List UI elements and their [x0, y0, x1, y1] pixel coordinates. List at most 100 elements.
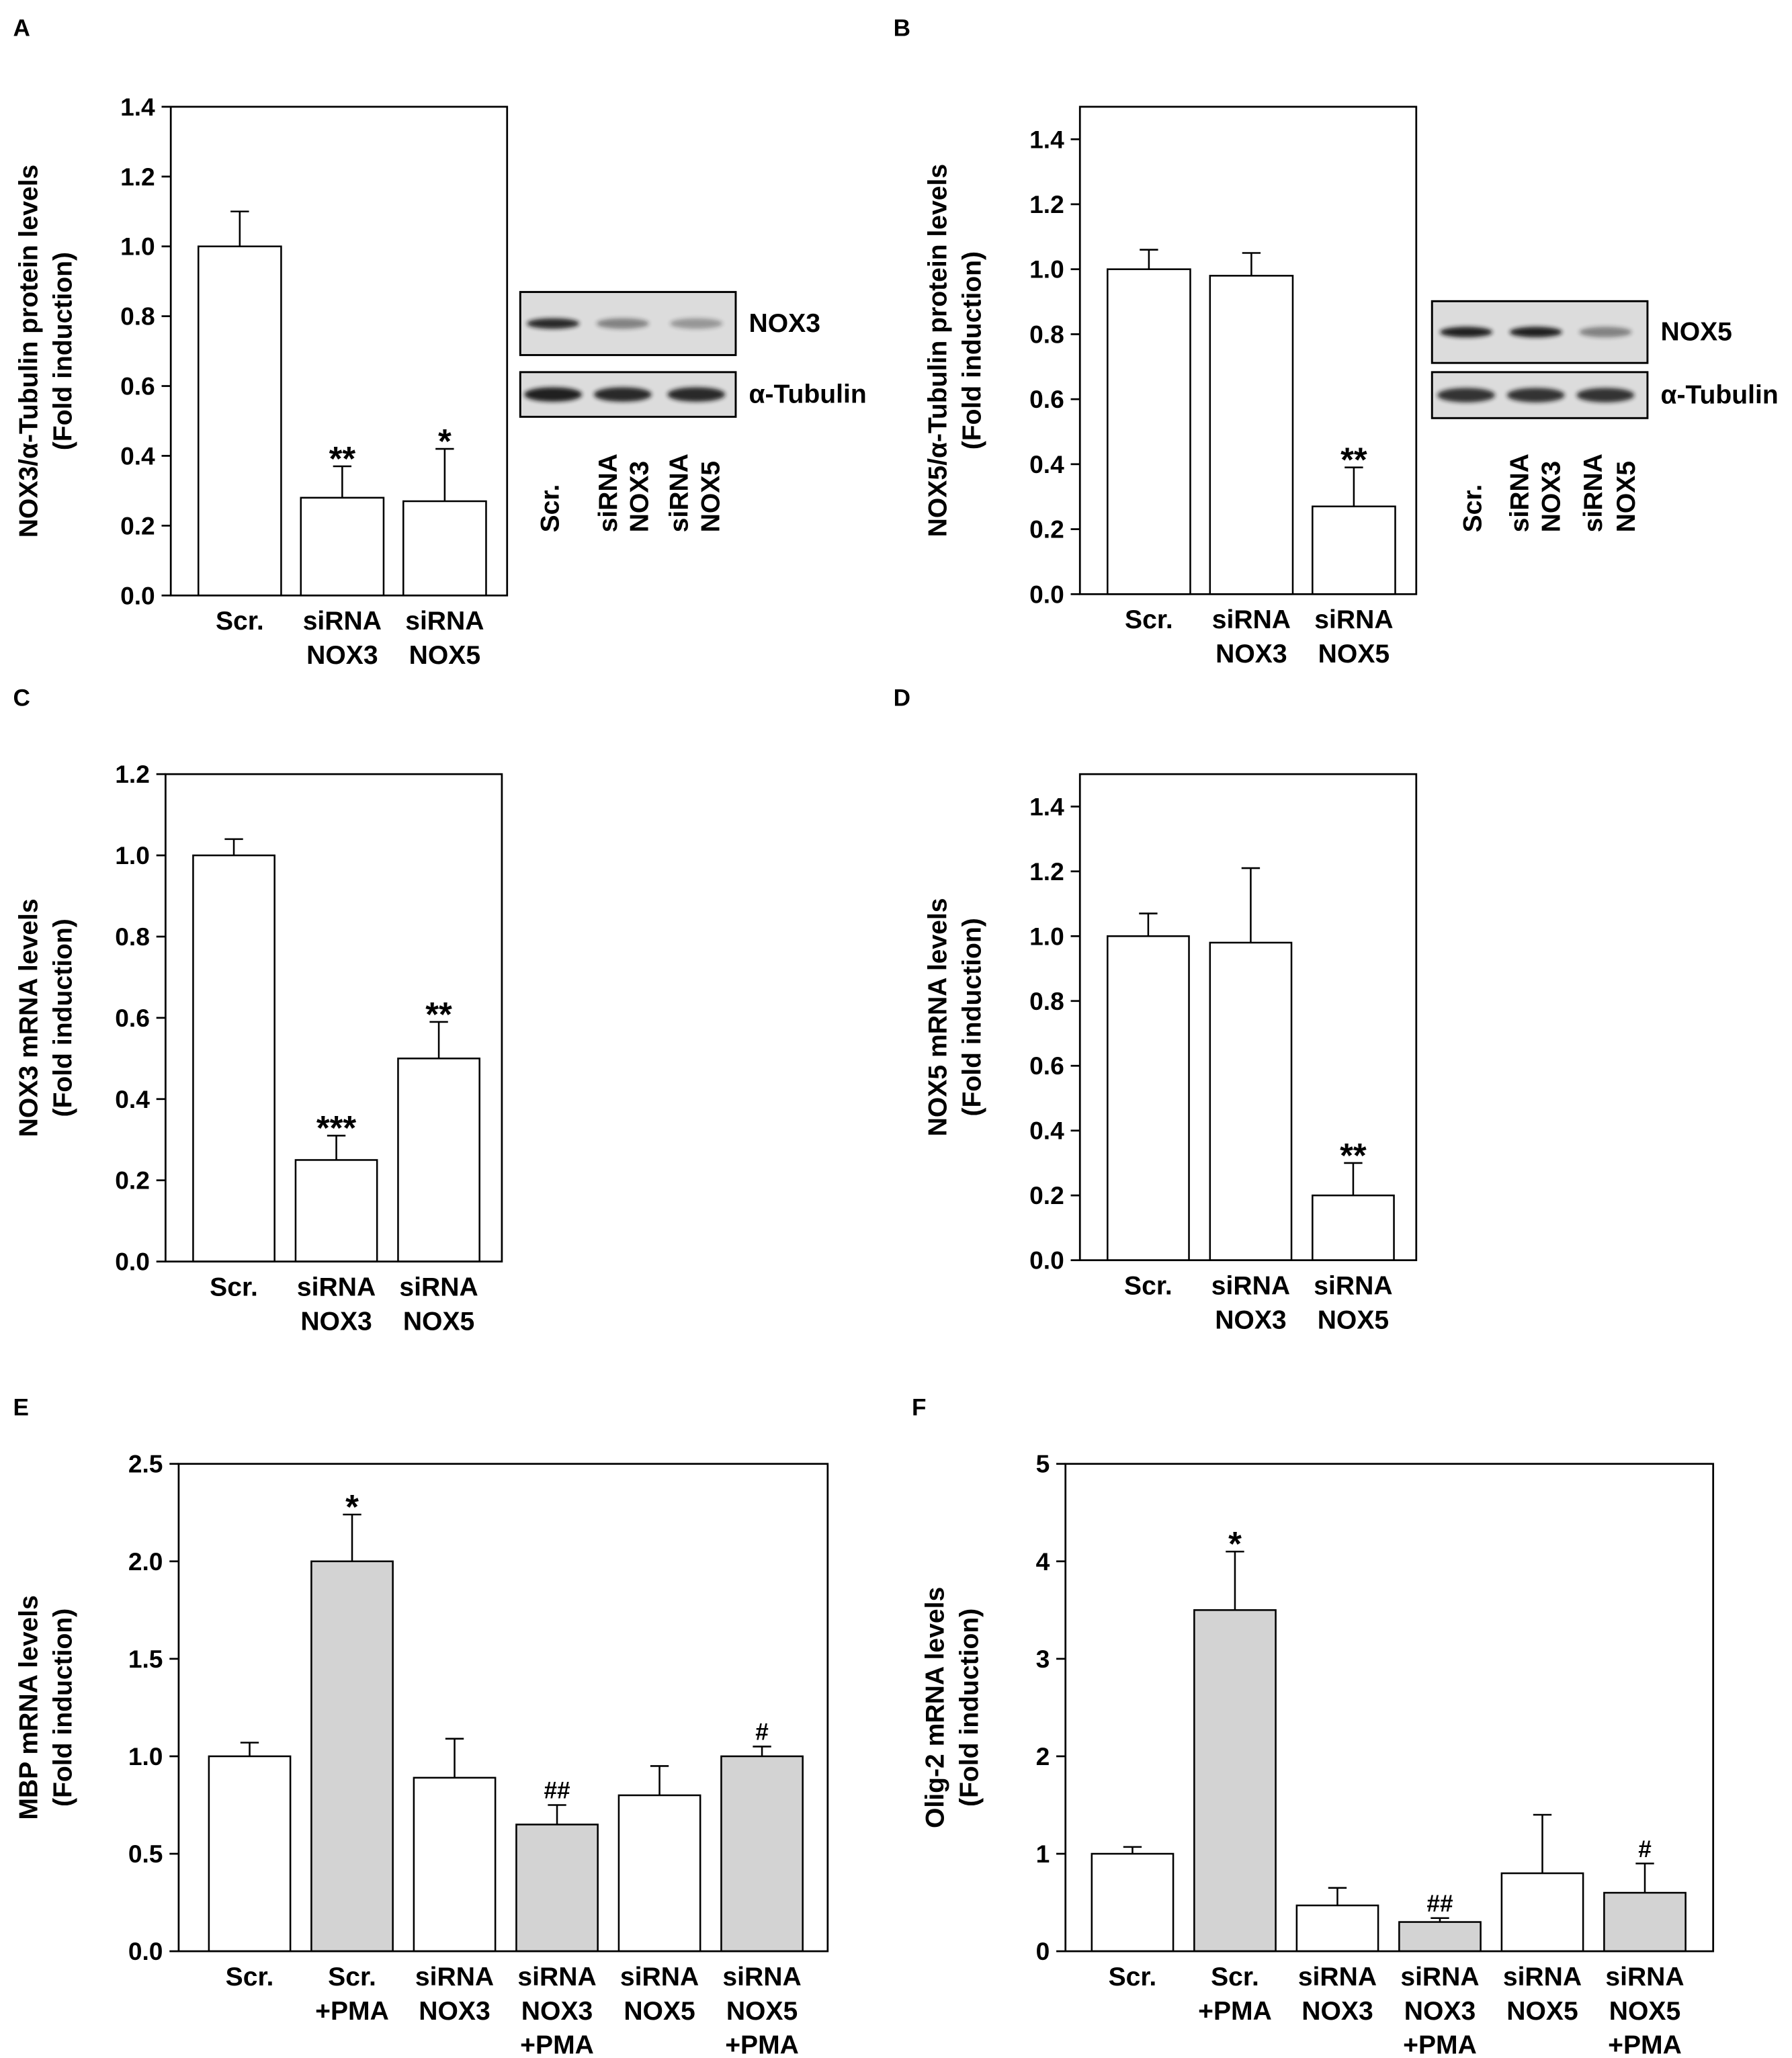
band-label: α-Tubulin	[1660, 381, 1778, 410]
x-category-label: siRNA	[1400, 1963, 1479, 1991]
x-category-label: siRNA	[1212, 605, 1291, 634]
y-tick-label: 1.5	[128, 1645, 163, 1673]
protein-band	[596, 318, 649, 329]
lane-label: Scr.	[1458, 484, 1487, 533]
significance-mark: **	[1340, 1136, 1367, 1174]
chart-panel-c: C NOX3 mRNA levels (Fold induction) 0.0 0.2 0…	[13, 685, 503, 1336]
x-category-label: NOX5	[403, 1307, 474, 1336]
y-tick-label: 0	[1036, 1937, 1050, 1965]
blot-strip	[1431, 300, 1649, 364]
blot-strip	[519, 291, 737, 356]
panel-label-a: A	[13, 15, 30, 41]
x-category-label: siRNA	[1503, 1963, 1582, 1991]
bar	[1398, 1921, 1482, 1953]
y-tick-label: 1.2	[1029, 857, 1064, 886]
bar	[310, 1560, 394, 1953]
y-axis-subtitle: (Fold induction)	[955, 1609, 984, 1807]
y-tick-label: 1.2	[115, 760, 150, 788]
x-category-label: NOX5	[726, 1997, 798, 2026]
bar	[1295, 1904, 1379, 1953]
x-category-label: siRNA	[722, 1963, 801, 1991]
x-category-label: siRNA	[1211, 1271, 1290, 1300]
x-category-label: NOX3	[1302, 1997, 1373, 2026]
x-category-label: siRNA	[405, 607, 484, 636]
protein-band	[667, 387, 726, 402]
lane-label: Scr.	[536, 484, 565, 533]
y-tick-label: 0.4	[120, 441, 155, 470]
y-axis-title: NOX5 mRNA levels	[924, 898, 953, 1136]
y-tick-label: 1.0	[120, 232, 155, 261]
y-axis-subtitle: (Fold induction)	[48, 918, 77, 1117]
x-category-label: NOX3	[1215, 640, 1287, 669]
bar	[192, 854, 275, 1262]
protein-band	[1439, 327, 1493, 338]
protein-band	[524, 387, 583, 402]
x-category-label: siRNA	[303, 607, 382, 636]
bar	[1107, 268, 1191, 595]
y-tick-label: 0.2	[115, 1166, 150, 1195]
y-axis-title: NOX3 mRNA levels	[15, 898, 44, 1137]
y-tick-label: 0.4	[1029, 1117, 1064, 1145]
bar	[1209, 941, 1293, 1261]
lane-label: NOX3	[626, 461, 654, 532]
panel-label-b: B	[894, 15, 910, 41]
y-tick-label: 2.5	[128, 1450, 163, 1478]
significance-mark: **	[329, 439, 356, 478]
y-tick-label: 1.4	[1029, 125, 1064, 153]
x-category-label: Scr.	[1125, 605, 1173, 634]
y-tick-label: 0.6	[1029, 1052, 1064, 1080]
chart-panel-f: F Olig-2 mRNA levels (Fold induction) 0 1 2 3 4…	[912, 1394, 1715, 2058]
x-category-label: Scr.	[1211, 1963, 1259, 1991]
x-category-label: NOX5	[624, 1997, 695, 2026]
lane-label: siRNA	[1579, 454, 1608, 532]
y-tick-label: 0.8	[120, 302, 155, 331]
x-category-label: siRNA	[1605, 1963, 1684, 1991]
chart-panel-d: D NOX5 mRNA levels (Fold induction) 0.0 0.2 0…	[894, 685, 1418, 1334]
significance-mark: **	[1340, 441, 1367, 479]
y-axis-subtitle: (Fold induction)	[48, 252, 77, 450]
lane-label: siRNA	[594, 454, 623, 532]
x-category-label: siRNA	[297, 1273, 376, 1301]
x-category-label: NOX3	[1215, 1305, 1286, 1334]
bar	[1312, 1194, 1395, 1261]
y-axis-subtitle: (Fold induction)	[957, 918, 986, 1116]
x-category-label: siRNA	[399, 1273, 478, 1301]
x-category-label: siRNA	[1314, 1271, 1392, 1300]
protein-band	[670, 318, 723, 329]
x-category-label: Scr.	[210, 1273, 258, 1301]
chart-panel-b: B NOX5/α-Tubulin protein levels (Fold indu…	[894, 15, 1418, 669]
bar	[1500, 1872, 1584, 1953]
x-category-label: +PMA	[520, 2031, 594, 2058]
y-axis-title: MBP mRNA levels	[15, 1595, 44, 1820]
plot-frame	[177, 1463, 829, 1953]
x-category-label: siRNA	[415, 1963, 494, 1991]
band-label: NOX5	[1660, 318, 1732, 347]
y-tick-label: 0.0	[115, 1248, 150, 1276]
y-tick-label: 0.8	[115, 923, 150, 951]
y-tick-label: 0.8	[1029, 320, 1064, 348]
y-tick-label: 0.6	[1029, 385, 1064, 413]
y-tick-label: 0.0	[1029, 1246, 1064, 1275]
bar	[1091, 1852, 1175, 1953]
x-category-label: +PMA	[1403, 2031, 1477, 2058]
y-tick-label: 1	[1036, 1840, 1050, 1868]
significance-mark: ***	[316, 1109, 357, 1147]
y-tick-label: 0.8	[1029, 987, 1064, 1015]
protein-band	[593, 387, 652, 402]
protein-band	[1506, 388, 1565, 402]
x-category-label: NOX3	[419, 1997, 490, 2026]
y-tick-label: 4	[1036, 1547, 1050, 1576]
panel-label-f: F	[912, 1394, 926, 1420]
x-category-label: Scr.	[1109, 1963, 1157, 1991]
lane-label: NOX5	[696, 461, 725, 532]
plot-frame	[164, 773, 503, 1262]
bar	[294, 1159, 378, 1262]
panel-label-c: C	[13, 685, 30, 712]
significance-mark: *	[438, 422, 452, 460]
y-tick-label: 3	[1036, 1645, 1050, 1673]
bar	[617, 1794, 701, 1953]
y-tick-label: 2	[1036, 1742, 1050, 1770]
x-category-label: NOX5	[409, 641, 480, 670]
